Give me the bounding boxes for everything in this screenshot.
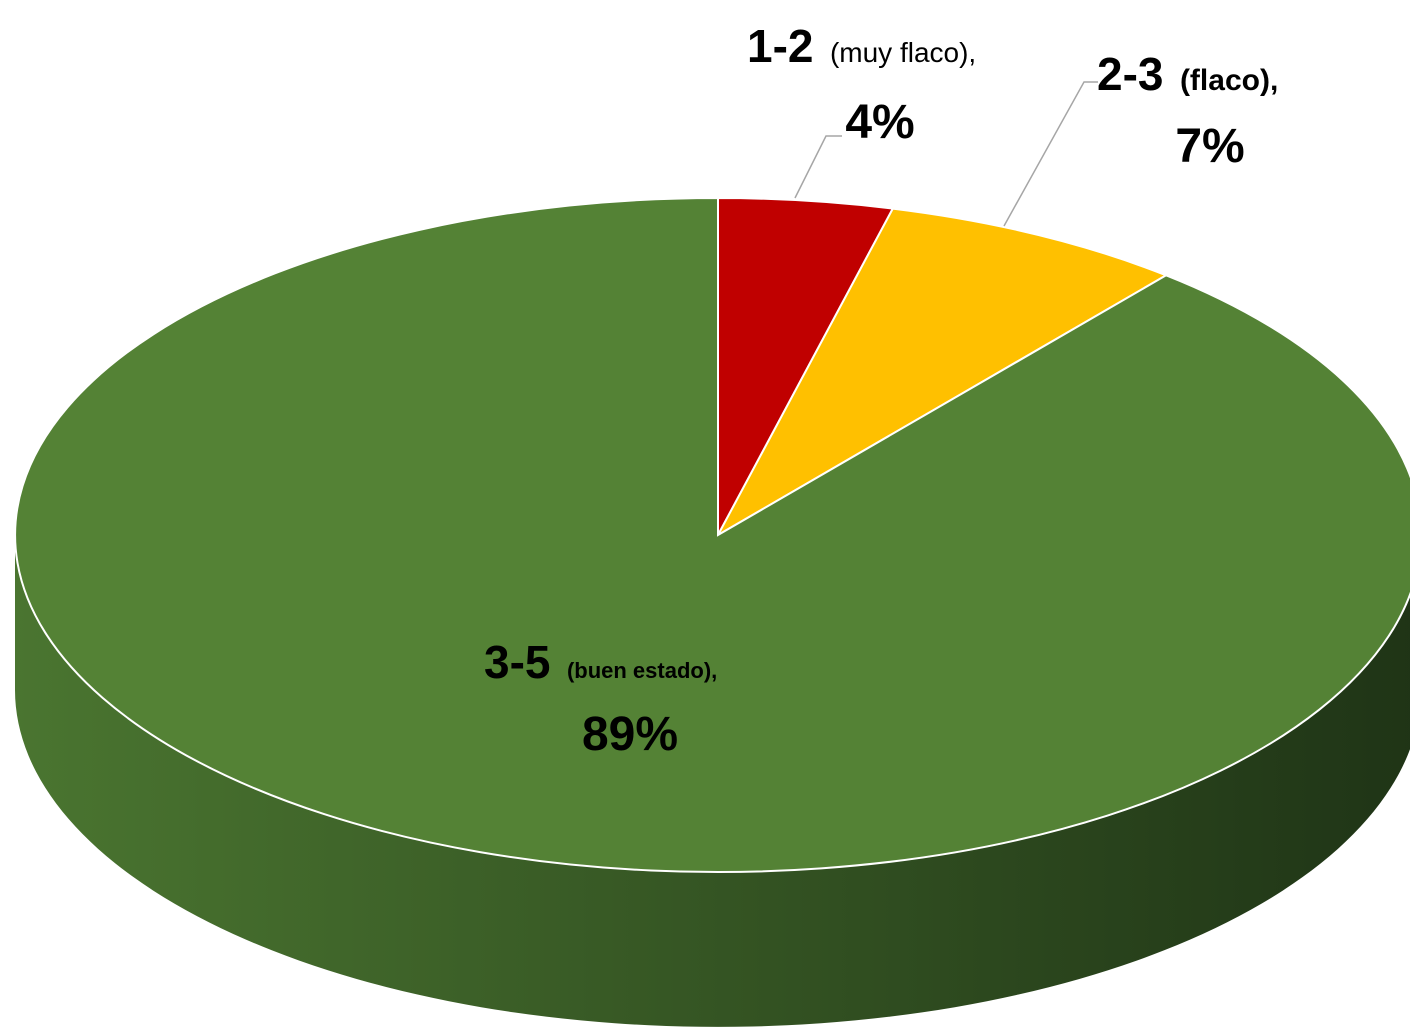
data-label-muy-flaco: 1-2 (muy flaco), (747, 20, 976, 72)
pie-side-wall (15, 535, 1410, 1027)
leader-line-flaco (1003, 81, 1098, 227)
descriptor-label: (muy flaco), (830, 37, 976, 68)
data-label-flaco: 2-3 (flaco), (1097, 48, 1278, 100)
descriptor-label: (flaco), (1180, 64, 1278, 97)
descriptor-label: (buen estado), (567, 658, 717, 683)
value-label-flaco: 7% (1175, 120, 1244, 173)
value-label-muy-flaco: 4% (845, 96, 914, 149)
value-label-buen-estado: 89% (582, 708, 678, 761)
pie-slice-buen-estado[interactable] (14, 196, 1410, 873)
data-label-buen-estado: 3-5 (buen estado), (484, 636, 717, 688)
pie-slice-flaco[interactable] (715, 207, 1169, 538)
category-label: 1-2 (747, 20, 813, 72)
leader-line-muy-flaco (794, 135, 842, 199)
category-label: 3-5 (484, 636, 550, 688)
category-label: 2-3 (1097, 48, 1163, 100)
